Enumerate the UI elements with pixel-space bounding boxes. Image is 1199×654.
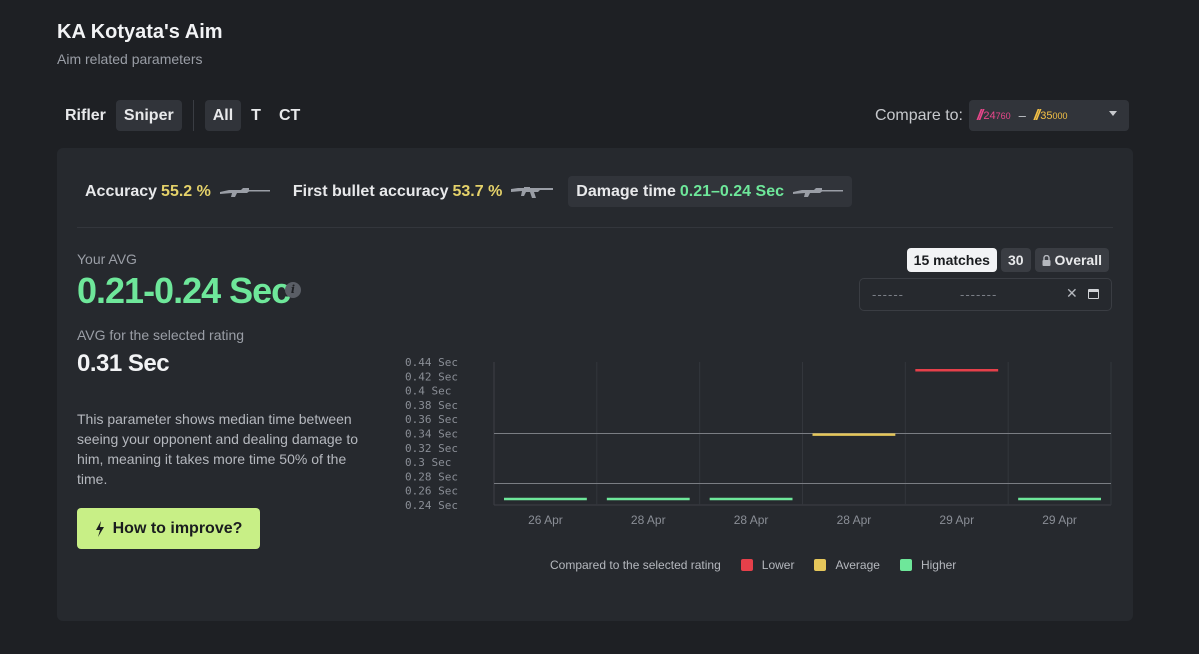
legend-swatch-higher [899,559,912,571]
tab-label: Damage time [576,182,676,200]
tab-damage-time[interactable]: Damage time 0.21–0.24 Sec [568,176,852,207]
rating-to-suffix: 000 [1052,110,1068,121]
range-label: 15 matches [913,252,990,268]
metric-tabs: Accuracy 55.2 % First bullet accuracy 53… [77,176,852,207]
calendar-icon[interactable] [1088,289,1099,299]
legend-swatch-lower [740,559,753,571]
your-avg-value: 0.21-0.24 Sec [77,270,291,311]
rating-avg-label: AVG for the selected rating [77,327,245,343]
range-15-matches[interactable]: 15 matches [906,248,997,272]
filter-divider [192,100,194,131]
card-divider [77,227,1113,228]
chevron-down-icon [1109,111,1117,116]
x-tick-label: 28 Apr [631,513,666,527]
legend-lower: Lower [761,558,795,572]
range-label: 30 [1007,252,1024,268]
filter-bar: Rifler Sniper All T CT [57,100,308,131]
range-overall[interactable]: Overall [1034,248,1109,272]
filter-rifler[interactable]: Rifler [65,107,106,124]
rating-badge-from: // 24 760 [977,107,1011,124]
range-label: Overall [1054,252,1102,268]
filter-all[interactable]: All [204,100,242,131]
x-tick-label: 29 Apr [1042,513,1077,527]
y-tick-label: 0.3 Sec [405,456,451,469]
x-tick-label: 26 Apr [528,513,563,527]
lock-icon [1042,254,1051,266]
chart-legend: Compared to the selected rating Lower Av… [550,558,956,572]
assault-rifle-icon [511,186,554,198]
x-tick-label: 29 Apr [939,513,974,527]
compare-control: Compare to: // 24 760 – // 35 000 [875,100,1129,131]
date-range-picker[interactable]: ------ ------- ✕ [859,278,1112,311]
y-tick-label: 0.28 Sec [405,470,458,483]
y-tick-label: 0.32 Sec [405,442,458,455]
range-30[interactable]: 30 [1000,248,1031,272]
legend-swatch-average [814,559,827,571]
tab-label: Accuracy [85,182,158,200]
how-to-improve-label: How to improve? [112,519,243,537]
compare-label: Compare to: [874,106,963,124]
how-to-improve-button[interactable]: How to improve? [77,508,260,549]
tab-first-bullet-accuracy[interactable]: First bullet accuracy 53.7 % [285,176,562,207]
legend-average: Average [835,558,880,572]
info-icon[interactable]: i [285,282,301,298]
tab-label: First bullet accuracy [292,182,449,200]
lightning-icon [95,520,104,537]
clear-icon[interactable]: ✕ [1066,285,1078,301]
filter-ct[interactable]: CT [278,107,301,124]
y-tick-label: 0.24 Sec [405,499,458,512]
compare-separator: – [1018,108,1026,123]
rating-stripes-icon: // [1033,107,1041,124]
sniper-rifle-icon [792,187,843,197]
tab-value: 55.2 % [161,182,211,200]
date-start-input[interactable]: ------ [872,287,904,302]
rating-avg-value: 0.31 Sec [77,350,170,377]
x-tick-label: 28 Apr [734,513,769,527]
y-tick-label: 0.44 Sec [405,356,458,369]
y-tick-label: 0.36 Sec [405,413,458,426]
rating-from-suffix: 760 [995,110,1011,121]
tab-value: 0.21–0.24 Sec [679,182,784,200]
page-subtitle: Aim related parameters [57,51,203,67]
rating-stripes-icon: // [977,107,984,124]
x-tick-label: 28 Apr [837,513,872,527]
date-end-input[interactable]: ------- [960,287,998,302]
legend-title: Compared to the selected rating [550,558,721,572]
y-tick-label: 0.42 Sec [405,370,458,383]
parameter-description: This parameter shows median time between… [77,411,358,487]
filter-t[interactable]: T [251,107,261,124]
compare-select[interactable]: // 24 760 – // 35 000 [969,100,1129,131]
rating-from-value: 24 [983,109,996,122]
filter-sniper[interactable]: Sniper [115,100,182,131]
sniper-rifle-icon [219,187,270,197]
aim-card: Accuracy 55.2 % First bullet accuracy 53… [57,148,1133,621]
tab-accuracy[interactable]: Accuracy 55.2 % [77,176,279,207]
y-tick-label: 0.26 Sec [405,485,458,498]
rating-badge-to: // 35 000 [1034,107,1068,124]
page-title: KA Kotyata's Aim [57,21,223,43]
y-tick-label: 0.34 Sec [405,428,458,441]
rating-to-value: 35 [1040,109,1053,122]
y-tick-label: 0.4 Sec [405,385,451,398]
y-tick-label: 0.38 Sec [405,399,458,412]
match-range-selector: 15 matches 30 Overall [906,248,1109,272]
tab-value: 53.7 % [452,182,503,200]
legend-higher: Higher [920,558,957,572]
your-avg-label: Your AVG [77,251,137,267]
